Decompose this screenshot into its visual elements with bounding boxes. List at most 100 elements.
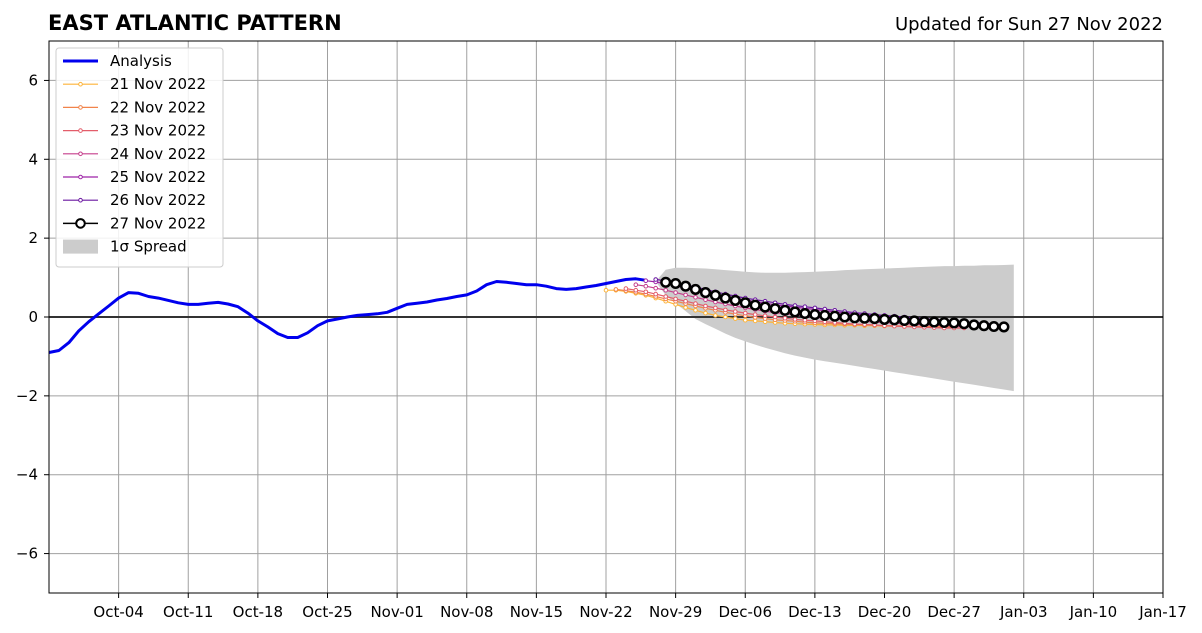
series-forecast-7 [660,276,1010,333]
forecast-point [998,321,1010,333]
series-analysis [48,277,647,354]
forecast-point [772,314,778,320]
forecast-point [849,312,861,324]
x-tick-label: Nov-22 [579,603,632,621]
forecast-point [752,312,758,317]
forecast-point [733,316,738,321]
forecast-point [819,309,831,321]
forecast-point [743,317,748,323]
legend: Analysis 21 Nov 2022 22 Nov 2022 23 Nov 202… [55,47,224,268]
legend-marker [78,105,83,110]
forecast-point [673,296,678,302]
forecast-point [713,313,718,318]
x-tick-label: Dec-20 [858,603,912,621]
forecast-point [928,316,940,328]
forecast-point [603,287,609,293]
forecast-point [683,305,688,310]
legend-label-spread: 1σ Spread [110,238,187,256]
forecast-point [958,318,970,330]
legend-label-forecast: 27 Nov 2022 [110,214,206,232]
forecast-point [723,307,728,313]
legend-marker [75,218,86,229]
forecast-point [733,309,738,314]
forecast-point [653,277,659,282]
forecast-point [693,301,698,306]
forecast-point [699,287,712,299]
series-forecast-3 [623,286,967,331]
forecast-point [739,297,751,309]
x-tick-label: Nov-01 [370,603,423,621]
forecast-point [898,314,910,327]
forecast-point [908,315,920,327]
forecast-point [680,280,692,292]
chart-subtitle: Updated for Sun 27 Nov 2022 [895,14,1163,35]
forecast-point [703,297,708,303]
y-tick-label: 0 [28,308,38,326]
legend-marker [78,174,83,180]
forecast-point [709,289,721,301]
forecast-point [978,320,990,332]
y-tick-label: 6 [28,71,38,89]
forecast-point [888,314,900,326]
y-tick-label: −4 [16,466,38,484]
forecast-point [693,308,698,313]
forecast-point [789,306,801,318]
forecast-point [663,287,669,293]
forecast-point [719,292,731,304]
forecast-point [713,305,718,311]
forecast-point [938,316,950,329]
forecast-point [759,301,771,313]
forecast-point [689,283,702,295]
forecast-point [968,319,980,331]
legend-label-forecast: 22 Nov 2022 [110,98,206,116]
forecast-point [829,310,841,322]
forecast-point [633,282,639,288]
forecast-point [613,287,619,292]
forecast-point [653,291,659,297]
forecast-point [703,310,708,316]
forecast-point [653,285,659,291]
x-tick-label: Nov-15 [510,603,563,621]
forecast-point [878,313,891,325]
chart-title: EAST ATLANTIC PATTERN [48,11,342,35]
legend-label-forecast: 25 Nov 2022 [110,168,206,186]
forecast-point [643,278,649,284]
forecast-point [918,316,930,328]
forecast-point [683,292,688,298]
x-tick-label: Nov-08 [440,603,493,621]
forecast-point [643,283,649,289]
x-tick-label: Nov-29 [649,603,702,621]
forecast-point [623,286,629,291]
y-axis: 6 4 2 0 −2 −4 −6 [16,71,49,563]
forecast-point [683,298,688,304]
y-tick-label: 2 [28,229,38,247]
forecast-point [782,315,788,321]
legend-marker [78,197,83,203]
y-tick-label: −2 [16,387,38,405]
forecast-point [743,310,748,316]
forecast-point [869,313,881,325]
y-tick-label: −6 [16,545,38,563]
forecast-point [762,313,768,319]
x-tick-label: Dec-06 [718,603,772,621]
forecast-point [948,317,960,329]
legend-marker [78,151,83,157]
legend-label-forecast: 26 Nov 2022 [110,191,206,209]
x-axis: Oct-04 Oct-11 Oct-18 Oct-25 Nov-01 Nov-08 Nov-… [93,593,1187,621]
forecast-point [859,312,871,324]
forecast-point [792,317,798,322]
x-tick-label: Dec-13 [788,603,842,621]
forecast-point [703,303,708,309]
forecast-point [809,309,821,321]
series-layer [48,276,1010,354]
legend-marker [78,128,83,133]
x-tick-label: Jan-17 [1138,603,1187,621]
y-tick-label: 4 [28,150,38,168]
legend-label-forecast: 21 Nov 2022 [110,75,206,93]
forecast-point [749,299,761,311]
forecast-point [729,294,741,306]
x-tick-label: Jan-03 [999,603,1048,621]
forecast-point [670,277,682,290]
x-tick-label: Oct-11 [163,603,213,621]
